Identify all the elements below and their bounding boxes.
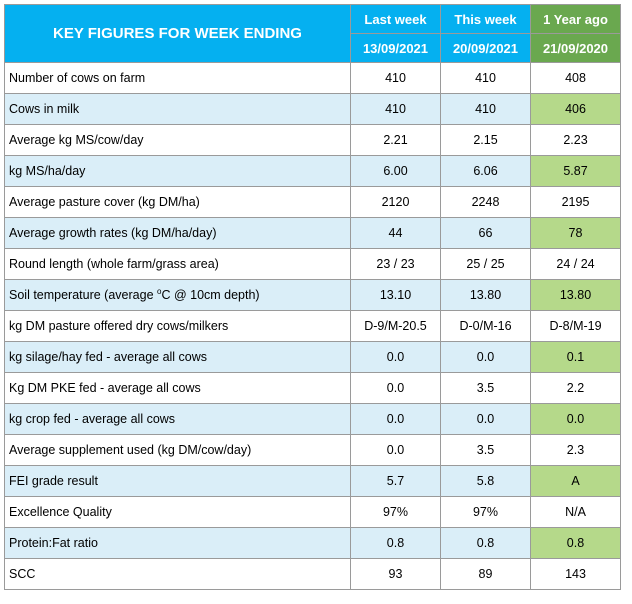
date-this-week: 20/09/2021 <box>440 33 531 63</box>
cell-this-week: 5.8 <box>440 465 531 497</box>
cell-this-week: 6.06 <box>440 155 531 187</box>
table-row: Kg DM PKE fed - average all cows 0.0 3.5… <box>4 372 621 404</box>
date-year-ago: 21/09/2020 <box>530 33 621 63</box>
cell-year-ago: 5.87 <box>530 155 621 187</box>
table-row: FEI grade result 5.7 5.8 A <box>4 465 621 497</box>
table-row: kg MS/ha/day 6.00 6.06 5.87 <box>4 155 621 187</box>
row-label: SCC <box>4 558 351 590</box>
cell-this-week: 97% <box>440 496 531 528</box>
cell-last-week: 13.10 <box>350 279 441 311</box>
cell-year-ago: A <box>530 465 621 497</box>
cell-year-ago: D-8/M-19 <box>530 310 621 342</box>
cell-this-week: 89 <box>440 558 531 590</box>
row-label: Average growth rates (kg DM/ha/day) <box>4 217 351 249</box>
row-label: Cows in milk <box>4 93 351 125</box>
cell-year-ago: 2.2 <box>530 372 621 404</box>
row-label: kg silage/hay fed - average all cows <box>4 341 351 373</box>
cell-last-week: 5.7 <box>350 465 441 497</box>
cell-this-week: 0.0 <box>440 341 531 373</box>
cell-year-ago: 13.80 <box>530 279 621 311</box>
header-row-dates: 13/09/2021 20/09/2021 21/09/2020 <box>5 33 621 63</box>
table-row: kg crop fed - average all cows 0.0 0.0 0… <box>4 403 621 435</box>
header-row-columns: KEY FIGURES FOR WEEK ENDING Last week Th… <box>4 4 621 63</box>
cell-last-week: D-9/M-20.5 <box>350 310 441 342</box>
degree-superscript: o <box>157 286 162 296</box>
row-label: Average kg MS/cow/day <box>4 124 351 156</box>
cell-last-week: 23 / 23 <box>350 248 441 280</box>
row-label: kg MS/ha/day <box>4 155 351 187</box>
cell-year-ago: N/A <box>530 496 621 528</box>
row-label: Protein:Fat ratio <box>4 527 351 559</box>
row-label-text: Soil temperature (average <box>9 288 157 302</box>
cell-last-week: 97% <box>350 496 441 528</box>
table-row: Average supplement used (kg DM/cow/day) … <box>4 434 621 466</box>
table-row: Soil temperature (average oC @ 10cm dept… <box>4 279 621 311</box>
cell-last-week: 0.0 <box>350 434 441 466</box>
cell-this-week: 410 <box>440 62 531 94</box>
row-label: FEI grade result <box>4 465 351 497</box>
cell-year-ago: 24 / 24 <box>530 248 621 280</box>
cell-last-week: 0.0 <box>350 341 441 373</box>
row-label-text: C @ 10cm depth) <box>161 288 260 302</box>
cell-year-ago: 143 <box>530 558 621 590</box>
cell-this-week: D-0/M-16 <box>440 310 531 342</box>
cell-this-week: 2248 <box>440 186 531 218</box>
column-header-year-ago: 1 Year ago <box>530 4 621 34</box>
cell-last-week: 410 <box>350 62 441 94</box>
row-label: kg crop fed - average all cows <box>4 403 351 435</box>
cell-year-ago: 0.1 <box>530 341 621 373</box>
cell-this-week: 25 / 25 <box>440 248 531 280</box>
cell-last-week: 44 <box>350 217 441 249</box>
column-header-this-week: This week <box>440 4 531 34</box>
key-figures-table: KEY FIGURES FOR WEEK ENDING Last week Th… <box>4 4 621 590</box>
cell-this-week: 2.15 <box>440 124 531 156</box>
cell-year-ago: 2.23 <box>530 124 621 156</box>
table-title: KEY FIGURES FOR WEEK ENDING <box>4 4 351 63</box>
cell-this-week: 0.0 <box>440 403 531 435</box>
table-row: Average kg MS/cow/day 2.21 2.15 2.23 <box>4 124 621 156</box>
cell-last-week: 0.8 <box>350 527 441 559</box>
table-row: Number of cows on farm 410 410 408 <box>4 62 621 94</box>
row-label: Excellence Quality <box>4 496 351 528</box>
cell-last-week: 2120 <box>350 186 441 218</box>
table-row: kg DM pasture offered dry cows/milkers D… <box>4 310 621 342</box>
cell-year-ago: 0.8 <box>530 527 621 559</box>
cell-year-ago: 2195 <box>530 186 621 218</box>
row-label: Kg DM PKE fed - average all cows <box>4 372 351 404</box>
cell-year-ago: 406 <box>530 93 621 125</box>
cell-last-week: 93 <box>350 558 441 590</box>
row-label: Average supplement used (kg DM/cow/day) <box>4 434 351 466</box>
cell-last-week: 2.21 <box>350 124 441 156</box>
cell-last-week: 0.0 <box>350 403 441 435</box>
cell-this-week: 3.5 <box>440 434 531 466</box>
cell-year-ago: 0.0 <box>530 403 621 435</box>
table-row: Round length (whole farm/grass area) 23 … <box>4 248 621 280</box>
row-label: Average pasture cover (kg DM/ha) <box>4 186 351 218</box>
cell-last-week: 6.00 <box>350 155 441 187</box>
table-row: Average pasture cover (kg DM/ha) 2120 22… <box>4 186 621 218</box>
cell-year-ago: 408 <box>530 62 621 94</box>
row-label: kg DM pasture offered dry cows/milkers <box>4 310 351 342</box>
cell-this-week: 3.5 <box>440 372 531 404</box>
row-label: Soil temperature (average oC @ 10cm dept… <box>4 279 351 311</box>
row-label: Number of cows on farm <box>4 62 351 94</box>
column-header-last-week: Last week <box>350 4 441 34</box>
cell-this-week: 66 <box>440 217 531 249</box>
date-last-week: 13/09/2021 <box>350 33 441 63</box>
cell-this-week: 13.80 <box>440 279 531 311</box>
table-row: Cows in milk 410 410 406 <box>4 93 621 125</box>
table-row: kg silage/hay fed - average all cows 0.0… <box>4 341 621 373</box>
table-row: Excellence Quality 97% 97% N/A <box>4 496 621 528</box>
row-label: Round length (whole farm/grass area) <box>4 248 351 280</box>
table-row: Protein:Fat ratio 0.8 0.8 0.8 <box>4 527 621 559</box>
cell-year-ago: 2.3 <box>530 434 621 466</box>
cell-this-week: 0.8 <box>440 527 531 559</box>
cell-this-week: 410 <box>440 93 531 125</box>
table-row: Average growth rates (kg DM/ha/day) 44 6… <box>4 217 621 249</box>
cell-last-week: 0.0 <box>350 372 441 404</box>
table-row: SCC 93 89 143 <box>4 558 621 590</box>
cell-last-week: 410 <box>350 93 441 125</box>
cell-year-ago: 78 <box>530 217 621 249</box>
